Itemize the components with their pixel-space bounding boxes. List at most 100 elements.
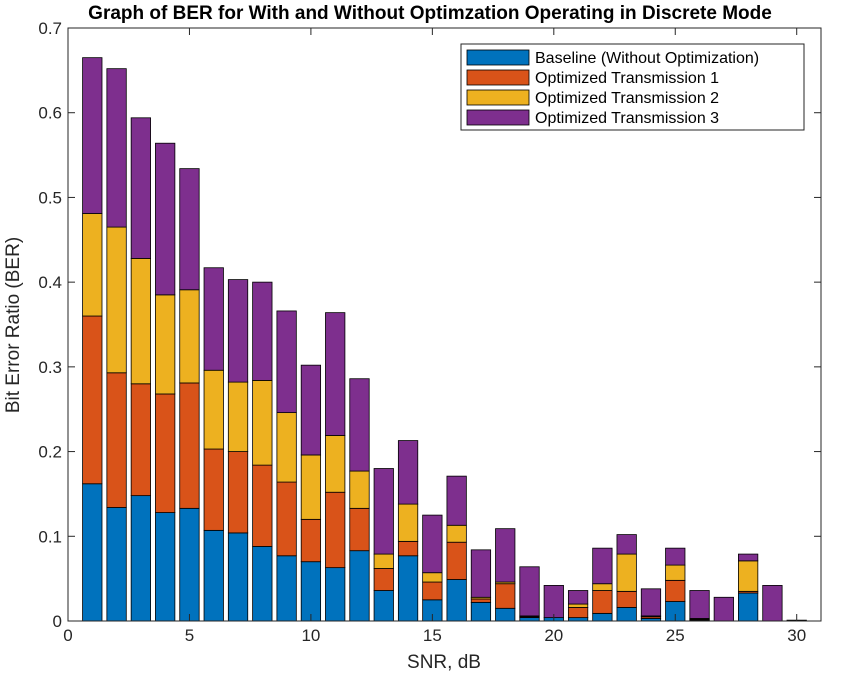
- bar-segment-s2-x16: [446, 524, 467, 543]
- y-tick-label: 0.5: [38, 188, 62, 207]
- bar-segment-s2-x4: [155, 294, 176, 395]
- legend-swatch: [466, 89, 530, 106]
- y-tick-label: 0.6: [38, 104, 62, 123]
- legend-label: Optimized Transmission 1: [535, 70, 719, 87]
- bar-segment-s1-x25: [665, 579, 686, 602]
- legend-label: Optimized Transmission 3: [535, 110, 719, 127]
- bar-segment-s1-x9: [276, 481, 297, 557]
- y-tick-label: 0.4: [38, 273, 62, 292]
- bar-segment-s2-x28: [738, 560, 759, 592]
- bar-segment-s3-x1: [82, 57, 103, 214]
- bar-segment-s2-x21: [567, 603, 589, 608]
- bar-segment-s2-x14: [397, 503, 419, 542]
- bar-segment-s3-x12: [349, 378, 370, 472]
- bar-segment-s1-x12: [349, 507, 370, 552]
- bar-segment-s2-x7: [227, 381, 249, 452]
- bar-segment-s1-x3: [130, 383, 151, 497]
- bar-segment-s3-x3: [130, 117, 151, 259]
- bar-segment-s3-x15: [422, 514, 443, 574]
- bar-segment-s1-x7: [227, 451, 249, 534]
- bar-segment-s2-x23: [616, 553, 637, 592]
- y-axis-label: Bit Error Ratio (BER): [3, 237, 24, 413]
- bar-segment-s1-x6: [203, 448, 224, 531]
- bar-segment-s3-x13: [373, 468, 394, 555]
- bar-segment-s0-x14: [397, 555, 419, 622]
- legend-swatch: [466, 49, 530, 66]
- chart-title: Graph of BER for With and Without Optimz…: [88, 3, 772, 24]
- bar-segment-s3-x22: [592, 547, 613, 585]
- bar-segment-s1-x15: [422, 581, 443, 601]
- bar-segment-s2-x6: [203, 369, 224, 450]
- bar-segment-s3-x5: [179, 168, 200, 291]
- x-tick-label: 10: [301, 626, 320, 645]
- bar-segment-s2-x5: [179, 289, 200, 384]
- bar-segment-s1-x8: [252, 464, 273, 547]
- bar-segment-s0-x28: [738, 592, 759, 622]
- bar-segment-s2-x15: [422, 572, 443, 583]
- bar-segment-s0-x21: [567, 617, 589, 622]
- bar-segment-s2-x8: [252, 380, 273, 466]
- bar-segment-s0-x3: [130, 495, 151, 622]
- y-tick-label: 0.7: [38, 19, 62, 38]
- bar-segment-s1-x21: [567, 607, 589, 619]
- y-tick-label: 0: [53, 612, 62, 631]
- bar-segment-s0-x6: [203, 529, 224, 622]
- legend-swatch: [466, 109, 530, 126]
- bar-segment-s1-x11: [325, 491, 346, 569]
- bar-segment-s2-x1: [82, 213, 103, 317]
- bar-segment-s3-x14: [397, 440, 419, 505]
- bar-segment-s2-x10: [300, 454, 322, 520]
- bar-segment-s3-x19: [519, 566, 540, 617]
- legend: Baseline (Without Optimization) Optimized…: [460, 43, 805, 131]
- y-axis-ticks: 0 0.1 0.2 0.3 0.4 0.5 0.6 0.7: [38, 19, 821, 631]
- bar-segment-s1-x10: [300, 518, 322, 563]
- legend-label: Optimized Transmission 2: [535, 90, 719, 107]
- bar-segment-s2-x3: [130, 258, 151, 385]
- bar-segment-s2-x25: [665, 564, 686, 581]
- bar-segment-s3-x25: [665, 547, 686, 566]
- bar-segment-s1-x14: [397, 540, 419, 557]
- x-tick-label: 5: [185, 626, 194, 645]
- plot-frame: [67, 27, 822, 622]
- bar-segment-s0-x4: [155, 512, 176, 622]
- legend-swatch: [466, 69, 530, 86]
- bar-segment-s3-x28: [738, 553, 759, 562]
- bar-segment-s1-x17: [470, 598, 492, 603]
- bar-segment-s2-x11: [325, 435, 346, 493]
- bar-segment-s1-x2: [106, 372, 127, 508]
- x-tick-label: 20: [544, 626, 563, 645]
- bar-segment-s3-x20: [543, 585, 564, 619]
- bar-segment-s3-x17: [470, 549, 492, 598]
- bar-segment-s0-x18: [495, 607, 516, 622]
- x-tick-label: 25: [666, 626, 685, 645]
- bar-segment-s0-x7: [227, 532, 249, 622]
- bar-segment-s3-x27: [713, 596, 734, 622]
- bar-segment-s0-x13: [373, 590, 394, 622]
- bar-segment-s1-x16: [446, 541, 467, 580]
- bar-segment-s3-x18: [495, 528, 516, 583]
- bar-segment-s2-x9: [276, 412, 297, 483]
- bar-segment-s3-x11: [325, 312, 346, 436]
- bar-segment-s3-x21: [567, 590, 589, 605]
- bar-segment-s1-x4: [155, 393, 176, 513]
- bar-segment-s3-x24: [640, 588, 662, 617]
- bar-segment-s1-x23: [616, 590, 637, 608]
- bar-segment-s3-x26: [689, 590, 710, 619]
- y-tick-label: 0.1: [38, 527, 62, 546]
- bar-segment-s3-x23: [616, 534, 637, 555]
- y-tick-label: 0.3: [38, 358, 62, 377]
- bar-segment-s3-x4: [155, 142, 176, 296]
- bar-segment-s0-x8: [252, 546, 273, 622]
- x-tick-label: 0: [63, 626, 72, 645]
- bar-segment-s3-x16: [446, 475, 467, 526]
- x-axis-ticks: 0 5 10 15 20 25 30: [63, 28, 806, 645]
- x-tick-label: 30: [787, 626, 806, 645]
- bar-segment-s0-x12: [349, 550, 370, 622]
- bar-segment-s0-x9: [276, 555, 297, 622]
- bar-segment-s0-x16: [446, 579, 467, 622]
- bar-segment-s2-x22: [592, 583, 613, 591]
- bar-segment-s2-x2: [106, 226, 127, 374]
- bar-segment-s3-x8: [252, 281, 273, 381]
- legend-label: Baseline (Without Optimization): [535, 50, 759, 67]
